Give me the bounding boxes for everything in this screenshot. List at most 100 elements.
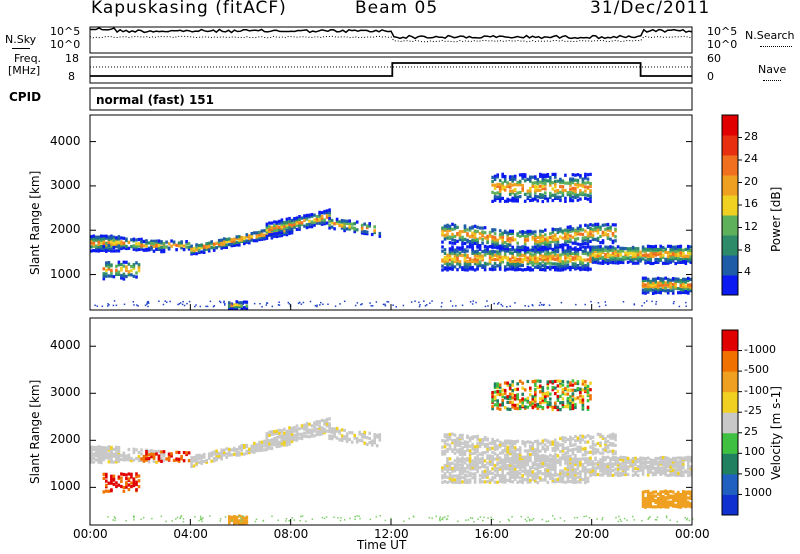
power-cell <box>674 261 677 266</box>
power-cell <box>506 181 509 185</box>
power-cell <box>574 237 577 241</box>
velocity-cell <box>443 449 447 453</box>
power-cell <box>651 261 655 266</box>
velocity-cell <box>659 469 662 473</box>
velocity-cell <box>634 466 637 470</box>
velocity-cell <box>210 454 213 458</box>
power-cell <box>132 301 135 303</box>
velocity-cell <box>569 441 572 446</box>
power-cell <box>298 219 301 223</box>
power-cell <box>579 191 582 195</box>
velocity-cell <box>511 396 514 400</box>
power-cell <box>488 245 492 249</box>
power-cell <box>561 236 565 240</box>
velocity-cell <box>609 435 612 439</box>
velocity-cell <box>511 402 514 406</box>
power-cell <box>210 242 213 246</box>
power-cell <box>483 268 487 272</box>
velocity-cell <box>576 475 580 479</box>
power-colorbar-label: Power [dB] <box>769 186 783 252</box>
velocity-cell <box>523 478 527 482</box>
velocity-cell <box>586 463 590 467</box>
power-cell <box>238 305 241 309</box>
velocity-cell <box>363 435 366 439</box>
power-cell <box>546 250 550 254</box>
power-cell <box>661 261 665 265</box>
velocity-cell <box>456 437 459 441</box>
velocity-cell <box>546 439 550 443</box>
velocity-cell <box>649 460 652 464</box>
velocity-cell <box>551 515 554 517</box>
velocity-cell <box>481 451 484 455</box>
velocity-cell <box>212 456 216 460</box>
power-cell <box>488 267 492 271</box>
power-cell <box>90 235 93 239</box>
velocity-cell <box>669 458 672 462</box>
power-cell <box>185 241 188 245</box>
velocity-cell <box>167 454 171 458</box>
velocity-cell <box>355 436 359 441</box>
power-cell <box>340 222 344 226</box>
velocity-cell <box>576 480 580 484</box>
velocity-cell <box>463 480 467 484</box>
power-cell <box>631 253 635 257</box>
power-cell <box>328 208 331 212</box>
velocity-cell <box>152 453 156 457</box>
power-cell <box>160 240 163 244</box>
power-cell <box>641 257 645 261</box>
velocity-cell <box>656 469 660 473</box>
power-cell <box>451 257 454 261</box>
velocity-cell <box>664 465 667 469</box>
power-cell <box>669 249 672 253</box>
power-cell <box>300 223 304 227</box>
power-cell <box>561 266 565 270</box>
velocity-cell <box>611 464 615 468</box>
power-cell <box>120 262 123 267</box>
power-cell <box>506 244 509 248</box>
velocity-cell <box>609 461 612 465</box>
velocity-cell <box>461 471 464 475</box>
velocity-cell <box>526 469 530 473</box>
velocity-cell <box>503 447 507 451</box>
velocity-cell <box>619 462 622 466</box>
noise-right-tick-bottom: 10^0 <box>707 38 738 51</box>
velocity-cell <box>275 429 279 433</box>
power-cell <box>679 283 683 287</box>
power-cell <box>604 245 607 249</box>
power-cell <box>491 183 494 187</box>
power-cell <box>506 261 509 265</box>
power-cell <box>564 181 567 185</box>
velocity-cell <box>127 483 131 487</box>
velocity-cell <box>431 517 433 519</box>
velocity-cell <box>666 500 670 504</box>
power-ytick-label: 3000 <box>50 177 81 192</box>
power-cell <box>574 251 577 255</box>
power-cell <box>579 243 582 247</box>
velocity-colorbar-tick-label: -500 <box>744 363 769 377</box>
velocity-cell <box>581 434 585 438</box>
power-cell <box>330 218 334 222</box>
power-cell <box>621 249 625 253</box>
velocity-cell <box>549 404 552 408</box>
velocity-cell <box>599 469 602 473</box>
velocity-cell <box>501 477 504 481</box>
power-cell <box>629 257 632 261</box>
power-cell <box>596 222 600 226</box>
power-cell <box>556 258 560 262</box>
velocity-cell <box>687 500 690 504</box>
power-cell <box>684 254 688 258</box>
velocity-cell <box>105 449 108 453</box>
velocity-cell <box>498 479 502 483</box>
velocity-cell <box>601 460 605 464</box>
power-cell <box>569 181 572 185</box>
velocity-cell <box>534 467 537 471</box>
power-cell <box>526 267 530 271</box>
velocity-cell <box>682 501 685 505</box>
velocity-cell <box>569 402 572 406</box>
velocity-cell <box>456 439 459 443</box>
power-cell <box>476 251 479 255</box>
power-cell <box>231 303 234 305</box>
power-cell <box>511 248 514 252</box>
velocity-cell <box>255 518 258 521</box>
velocity-colorbar-tick-label: 25 <box>744 424 758 438</box>
